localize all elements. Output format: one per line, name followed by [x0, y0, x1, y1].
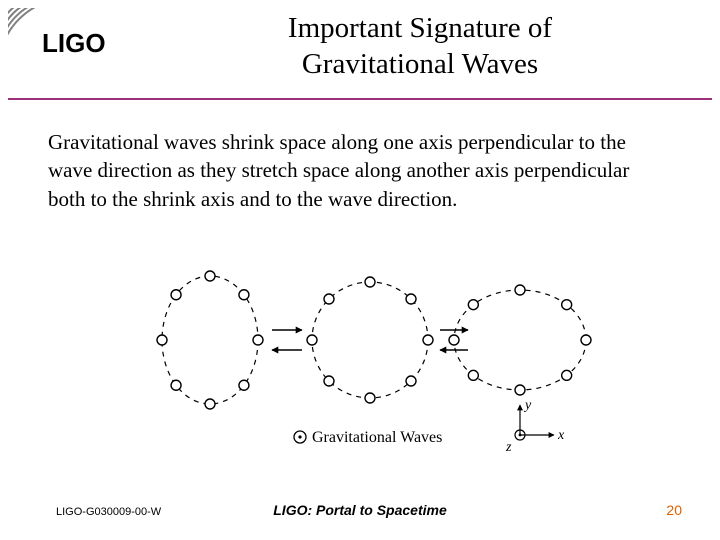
- logo-text: LIGO: [42, 28, 106, 58]
- title-line1: Important Signature of: [288, 12, 552, 44]
- footer-title: LIGO: Portal to Spacetime: [0, 502, 720, 518]
- svg-text:Gravitational Waves: Gravitational Waves: [312, 429, 442, 446]
- svg-text:z: z: [505, 440, 512, 455]
- slide-title: Important Signature of Gravitational Wav…: [210, 10, 630, 83]
- page-number: 20: [666, 502, 682, 518]
- header-divider: [8, 98, 712, 100]
- title-line2: Gravitational Waves: [302, 48, 538, 80]
- body-paragraph: Gravitational waves shrink space along o…: [48, 128, 668, 213]
- gw-ring-diagram: Gravitational Waves y x z: [120, 250, 600, 455]
- ligo-logo: LIGO: [8, 8, 128, 80]
- svg-text:x: x: [557, 428, 565, 443]
- svg-text:y: y: [523, 398, 532, 413]
